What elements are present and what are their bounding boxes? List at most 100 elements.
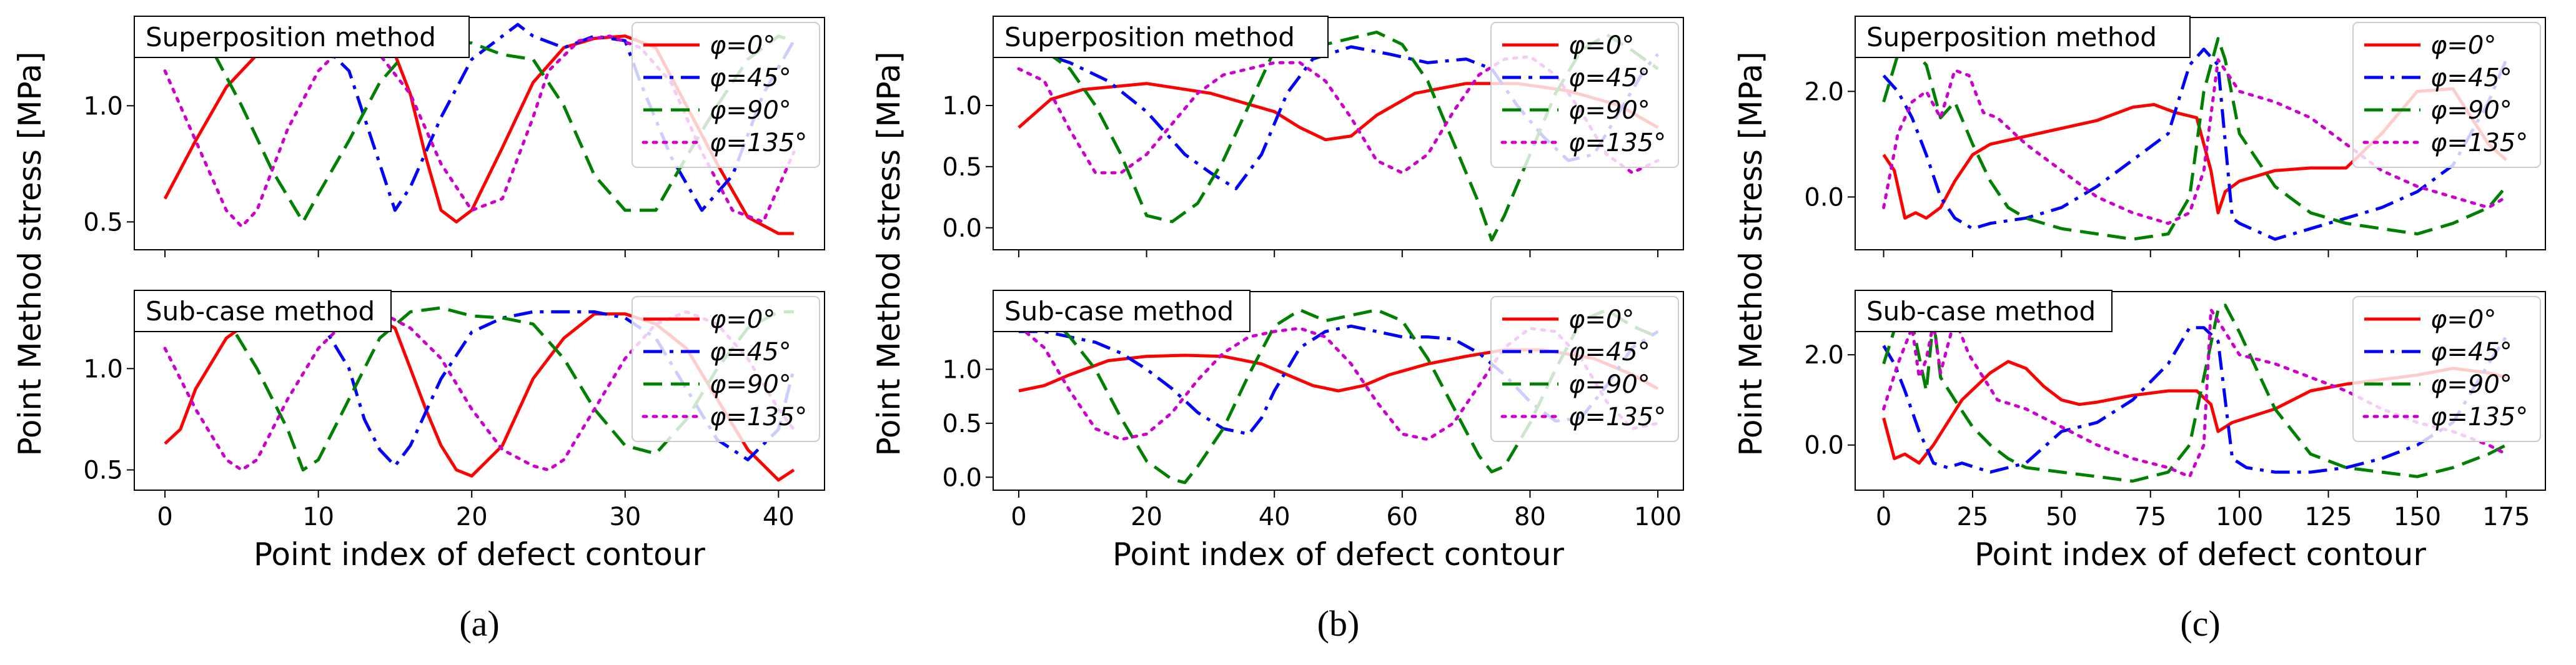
x-axis-label-c: Point index of defect contour	[1974, 536, 2426, 573]
legend: φ=0° φ=45° φ=90° φ=135°	[2352, 296, 2541, 442]
x-tick-label: 10	[302, 503, 334, 531]
y-axis-label-c: Point Method stress [MPa]	[1733, 51, 1769, 456]
legend-label: φ=90°	[710, 370, 791, 399]
y-tick-label: 0.0	[1804, 431, 1844, 460]
legend-label: φ=0°	[710, 31, 775, 60]
x-tick-label: 100	[2216, 503, 2263, 531]
x-tick-label: 60	[1386, 503, 1418, 531]
x-tick-label: 40	[763, 503, 795, 531]
legend-label: φ=135°	[1568, 129, 1666, 157]
legend: φ=0° φ=45° φ=90° φ=135°	[1490, 22, 1679, 168]
y-tick-label: 0.5	[83, 208, 123, 237]
subplot-label-b: (b)	[1317, 603, 1360, 644]
y-tick-label: 0.5	[942, 153, 982, 182]
legend-label: φ=135°	[710, 129, 807, 157]
subplot-b-bottom: 0.0 0.5 1.0 0 20 40 60 80 100 φ=0° φ=45° φ=90° φ=135…	[942, 290, 1684, 531]
legend-label: φ=0°	[2430, 305, 2496, 334]
title-text: Superposition method	[1866, 22, 2157, 52]
legend-label: φ=45°	[1568, 338, 1650, 367]
legend-box	[1490, 296, 1679, 442]
legend: φ=0° φ=45° φ=90° φ=135°	[2352, 22, 2541, 168]
x-tick-label: 25	[1957, 503, 1989, 531]
legend-label: φ=90°	[710, 96, 791, 125]
legend-box	[2352, 296, 2541, 442]
x-tick-label: 20	[456, 503, 488, 531]
y-tick-label: 0.0	[942, 463, 982, 492]
legend: φ=0° φ=45° φ=90° φ=135°	[1490, 296, 1679, 442]
x-tick-label: 0	[157, 503, 172, 531]
series-line-phi0	[1882, 360, 2507, 465]
x-axis-label-b: Point index of defect contour	[1112, 536, 1564, 573]
x-tick-label: 175	[2482, 503, 2530, 531]
legend: φ=0° φ=45° φ=90° φ=135°	[632, 296, 820, 442]
x-tick-label: 75	[2134, 503, 2166, 531]
series-line-phi135	[163, 310, 796, 472]
subplot-label-c: (c)	[2180, 603, 2220, 644]
series-line-phi45	[1882, 326, 2508, 474]
legend-label: φ=90°	[1568, 96, 1650, 125]
legend-box	[632, 296, 820, 442]
title-text: Sub-case method	[146, 296, 375, 327]
legend-label: φ=135°	[2430, 129, 2528, 157]
subplot-title: Superposition method	[1855, 16, 2191, 58]
x-tick-label: 50	[2046, 503, 2078, 531]
subplot-title: Superposition method	[134, 16, 470, 58]
x-tick-label: 100	[1634, 503, 1682, 531]
legend-label: φ=45°	[710, 64, 791, 92]
legend-label: φ=90°	[2430, 96, 2512, 125]
legend-label: φ=45°	[1568, 64, 1650, 92]
y-tick-label: 1.0	[942, 92, 982, 121]
x-tick-label: 40	[1259, 503, 1290, 531]
subplot-title: Superposition method	[993, 16, 1329, 58]
title-box	[1855, 290, 2113, 332]
y-tick-label: 2.0	[1804, 341, 1844, 370]
title-box	[134, 290, 392, 332]
series-line-phi90	[1018, 308, 1659, 485]
y-tick-label: 0.0	[942, 214, 982, 243]
y-axis-label-a: Point Method stress [MPa]	[12, 51, 48, 456]
subplot-c-bottom: 0.02.00 25 50 75 100 125 150 175φ=0°φ=45°φ=90°φ…	[1804, 290, 2546, 531]
y-tick-label: 1.0	[83, 355, 123, 383]
legend-label: φ=90°	[1568, 370, 1650, 399]
subplot-a-top: 0.5 1.0 φ=0° φ=45° φ=90° φ=135° Superposition …	[83, 16, 825, 257]
x-tick-label: 20	[1131, 503, 1162, 531]
series-line-phi135	[1882, 58, 2508, 225]
series-line-phi45	[1882, 47, 2508, 241]
title-text: Superposition method	[1004, 22, 1295, 52]
y-tick-label: 0.5	[83, 456, 123, 485]
x-tick-label: 0	[1876, 503, 1891, 531]
title-text: Sub-case method	[1004, 296, 1234, 327]
legend-label: φ=0°	[1568, 31, 1634, 60]
x-tick-label: 30	[609, 503, 641, 531]
title-text: Superposition method	[146, 22, 436, 52]
title-box	[1855, 16, 2191, 58]
legend-label: φ=0°	[1568, 305, 1634, 334]
y-tick-label: 1.0	[942, 355, 982, 384]
legend-box	[2352, 22, 2541, 168]
subplot-title: Sub-case method	[1855, 290, 2113, 332]
legend-label: φ=135°	[1568, 403, 1666, 431]
subplot-label-a: (a)	[459, 603, 499, 644]
y-tick-label: 1.0	[83, 92, 123, 121]
title-box	[993, 16, 1329, 58]
legend-label: φ=0°	[2430, 31, 2496, 60]
series-line-phi135	[163, 34, 796, 229]
series-line-phi90	[1882, 37, 2508, 241]
subplot-title: Sub-case method	[993, 290, 1251, 332]
title-box	[993, 290, 1251, 332]
x-axis-label-a: Point index of defect contour	[254, 536, 705, 573]
subplot-a-bottom: 0.5 1.0 0 10 20 30 40 φ=0° φ=45° φ=90° φ=135° Sub-c…	[83, 290, 825, 531]
legend-label: φ=45°	[710, 338, 791, 367]
legend-label: φ=135°	[2430, 403, 2528, 431]
y-tick-label: 0.0	[1804, 183, 1844, 212]
legend-label: φ=0°	[710, 305, 775, 334]
series-line-phi90	[1882, 303, 2507, 483]
title-text: Sub-case method	[1866, 296, 2096, 327]
subplot-b-top: 0.0 0.5 1.0 φ=0° φ=45° φ=90° φ=135° Superpositi…	[942, 16, 1684, 257]
y-tick-label: 2.0	[1804, 77, 1844, 106]
legend-label: φ=45°	[2430, 338, 2512, 367]
legend-label: φ=135°	[710, 403, 807, 431]
y-axis-label-b: Point Method stress [MPa]	[871, 51, 907, 456]
